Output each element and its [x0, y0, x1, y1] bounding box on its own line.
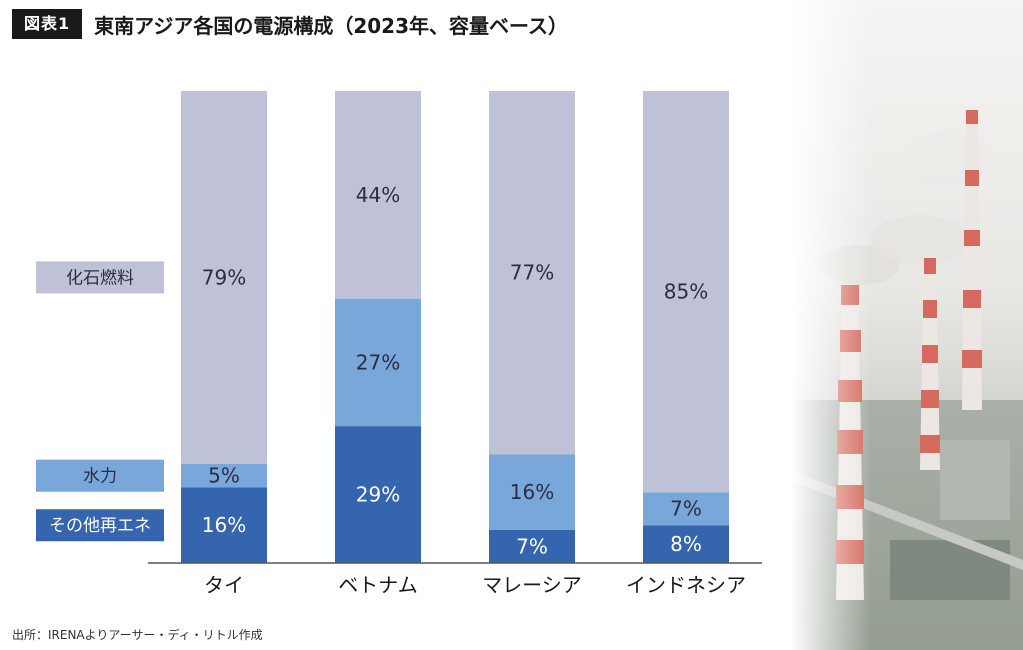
- legend-label: 化石燃料: [66, 268, 134, 288]
- bar-segment: [181, 487, 267, 563]
- bar-value-label: 85%: [664, 280, 708, 304]
- source-note: 出所：IRENAよりアーサー・ディ・リトル作成: [12, 628, 263, 642]
- bar-value-label: 7%: [670, 497, 702, 521]
- legend-swatch: [36, 459, 164, 492]
- bar-value-label: 5%: [208, 464, 240, 488]
- bar-segment: [335, 426, 421, 563]
- bar-value-label: 77%: [510, 261, 554, 285]
- category-label: マレーシア: [482, 573, 582, 597]
- bar-value-label: 29%: [356, 483, 400, 507]
- chart-title: 東南アジア各国の電源構成（2023年、容量ベース）: [94, 13, 569, 38]
- category-label: タイ: [204, 573, 244, 597]
- bar-value-label: 16%: [202, 513, 246, 537]
- legend-swatch: [36, 509, 164, 542]
- power-plant-photo: [790, 0, 1023, 650]
- bar-value-label: 79%: [202, 265, 246, 289]
- bar-segment: [335, 91, 421, 299]
- bar-segment: [335, 298, 421, 427]
- bar-value-label: 7%: [516, 534, 548, 558]
- legend-label: 水力: [83, 467, 117, 487]
- bar-value-label: 44%: [356, 183, 400, 207]
- bar-value-label: 27%: [356, 350, 400, 374]
- bar-value-label: 16%: [510, 480, 554, 504]
- legend-swatch: [36, 261, 164, 294]
- bar-segment: [181, 91, 267, 464]
- bar-value-label: 8%: [670, 532, 702, 556]
- legend-label: その他再エネ: [49, 516, 151, 536]
- category-label: インドネシア: [626, 573, 746, 597]
- bar-segment: [643, 525, 729, 563]
- bar-segment: [489, 91, 575, 455]
- bar-segment: [643, 91, 729, 493]
- bar-segment: [489, 454, 575, 530]
- bar-segment: [181, 463, 267, 488]
- bar-segment: [643, 492, 729, 526]
- figure-number-badge: 図表1: [12, 9, 83, 39]
- category-label: ベトナム: [338, 573, 417, 597]
- chart-title-row: 図表1 東南アジア各国の電源構成（2023年、容量ベース）: [12, 8, 568, 40]
- bar-segment: [489, 529, 575, 563]
